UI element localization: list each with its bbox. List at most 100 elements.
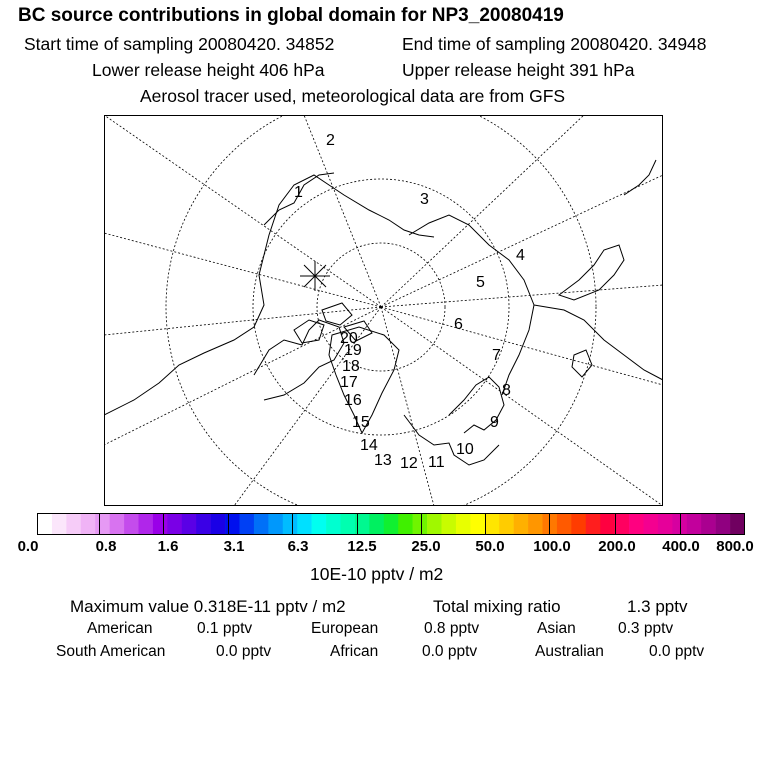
colorbar-tick: 6.3 (287, 538, 309, 555)
colorbar-cell (427, 513, 442, 535)
japan-coast (623, 159, 657, 196)
track-marker-1: 1 (294, 184, 303, 201)
colorbar-cell (354, 513, 370, 535)
colorbar-cell (253, 513, 269, 535)
caspian-outline (571, 349, 593, 378)
colorbar-cell (470, 513, 486, 535)
map-frame (104, 115, 663, 506)
colorbar-cell (701, 513, 716, 535)
colorbar-tick: 1.6 (157, 538, 179, 555)
colorbar-tick: 200.0 (598, 538, 636, 555)
coastlines (104, 159, 663, 466)
colorbar-cell (268, 513, 284, 535)
track-marker-9: 9 (490, 414, 499, 431)
tracer-note: Aerosol tracer used, meteorological data… (140, 86, 566, 106)
region-value: 0.0 pptv (422, 643, 478, 660)
siberia-coast (408, 214, 535, 396)
colorbar-cell (672, 513, 688, 535)
latitude-circle-70 (252, 178, 510, 436)
region-value: 0.0 pptv (649, 643, 705, 660)
colorbar-cell (528, 513, 543, 535)
arctic-archipelago-3 (343, 320, 373, 342)
region-name: Australian (535, 643, 604, 660)
track-marker-20: 20 (340, 330, 358, 347)
colorbar-cell (398, 513, 413, 535)
plot-title: BC source contributions in global domain… (18, 5, 564, 26)
track-marker-3: 3 (420, 191, 429, 208)
asia-interior-outline (557, 244, 625, 301)
colorbar-cell (484, 513, 500, 535)
colorbar-tick: 25.0 (411, 538, 441, 555)
colorbar-cell (95, 513, 110, 535)
lower-height-label: Lower release height 406 hPa (92, 60, 325, 80)
colorbar-cell (585, 513, 601, 535)
colorbar-cell (196, 513, 211, 535)
colorbar-cell (225, 513, 240, 535)
colorbar-cell (715, 513, 731, 535)
track-marker-16: 16 (344, 392, 362, 409)
colorbar-cell (340, 513, 356, 535)
colorbar-unit: 10E-10 pptv / m2 (310, 564, 444, 584)
region-value: 0.8 pptv (424, 620, 480, 637)
track-marker-6: 6 (454, 316, 463, 333)
colorbar-tick: 12.5 (347, 538, 377, 555)
colorbar-tick: 800.0 (716, 538, 754, 555)
colorbar-cell (109, 513, 125, 535)
colorbar-cell (51, 513, 67, 535)
colorbar-cell (138, 513, 154, 535)
track-marker-11: 11 (428, 454, 445, 471)
region-name: European (311, 620, 379, 637)
colorbar-cell (282, 513, 298, 535)
colorbar-tick: 0.8 (95, 538, 117, 555)
colorbar-cell (383, 513, 399, 535)
greenland-coast (328, 326, 400, 435)
latitude-circle-60 (165, 115, 597, 506)
release-marker (300, 261, 330, 291)
graticule (104, 115, 663, 506)
region-value: 0.0 pptv (216, 643, 272, 660)
hudson-bay-coast (253, 319, 345, 401)
scandinavia-coast (448, 376, 505, 434)
arctic-archipelago-2 (321, 302, 353, 326)
track-marker-10: 10 (456, 441, 474, 458)
meridians (104, 115, 663, 506)
colorbar-cell (37, 513, 53, 535)
total-mixing-value: 1.3 pptv (627, 597, 688, 616)
track-marker-15: 15 (352, 414, 370, 431)
track-marker-18: 18 (342, 358, 360, 375)
region-value: 0.1 pptv (197, 620, 253, 637)
track-marker-17: 17 (340, 374, 358, 391)
colorbar-cell (556, 513, 572, 535)
track-marker-8: 8 (502, 382, 511, 399)
alaska-coast (263, 172, 335, 226)
region-value: 0.3 pptv (618, 620, 674, 637)
region-name: American (87, 620, 153, 637)
east-asia-coast (533, 304, 663, 381)
colorbar-cell (412, 513, 428, 535)
colorbar-tick: 400.0 (662, 538, 700, 555)
latitude-circle-80 (316, 242, 446, 372)
track-marker-7: 7 (492, 347, 501, 364)
colorbar-tick: 50.0 (475, 538, 505, 555)
colorbar-cell (239, 513, 255, 535)
region-name: African (330, 643, 379, 660)
europe-coast (403, 414, 500, 466)
colorbar-cell (614, 513, 630, 535)
colorbar-tick: 100.0 (533, 538, 571, 555)
colorbar-cell (167, 513, 183, 535)
colorbar-cell (657, 513, 673, 535)
track-marker-14: 14 (360, 437, 378, 454)
upper-height-label: Upper release height 391 hPa (402, 60, 635, 80)
track-marker-13: 13 (374, 452, 392, 469)
colorbar-cell (730, 513, 745, 535)
colorbar-cell (686, 513, 702, 535)
track-marker-12: 12 (400, 455, 418, 472)
colorbar-cell (124, 513, 139, 535)
total-mixing-label: Total mixing ratio (433, 597, 561, 616)
colorbar-cell (513, 513, 529, 535)
colorbar-cell (181, 513, 197, 535)
colorbar-cell (499, 513, 514, 535)
region-name: Asian (537, 620, 576, 637)
